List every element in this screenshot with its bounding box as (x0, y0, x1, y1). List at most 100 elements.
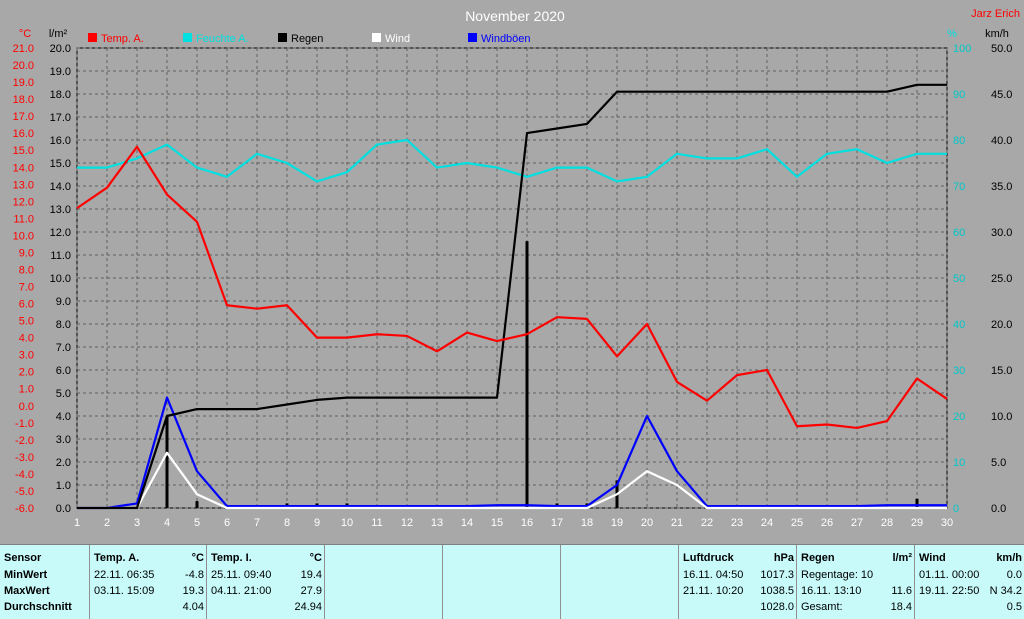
stats-col-temp-a: Temp. A. °C 22.11. 06:35 -4.8 03.11. 15:09… (89, 545, 206, 619)
temp-tick-16: 10.0 (13, 230, 34, 242)
chart-title: November 2020 (465, 8, 565, 24)
chart-author: Jarz Erich (971, 8, 1020, 20)
rain-tick-13: 13.0 (50, 204, 71, 216)
rain-tick-1: 1.0 (56, 480, 71, 492)
wind-axis-label: km/h (985, 28, 1009, 40)
humidity-tick-3: 30 (953, 365, 965, 377)
rain-tick-10: 10.0 (50, 273, 71, 285)
stats-col-rain: Regen l/m² Regentage: 10 16.11. 13:10 11.6… (796, 545, 914, 619)
wind-tick-10: 50.0 (991, 43, 1012, 55)
x-axis: 1 2 3 4 5 6 7 8 9 10 11 12 13 14 15 16 17 18 19 20 21 22 23 24 2… (74, 517, 953, 529)
x-tick-2: 3 (134, 517, 140, 529)
rain-tick-3: 3.0 (56, 434, 71, 446)
x-tick-18: 19 (611, 517, 623, 529)
humidity-tick-0: 0 (953, 503, 959, 515)
x-tick-16: 17 (551, 517, 563, 529)
x-tick-14: 15 (491, 517, 503, 529)
humidity-tick-6: 60 (953, 227, 965, 239)
x-tick-3: 4 (164, 517, 170, 529)
legend-swatch-feuchte-a (183, 33, 192, 42)
x-tick-10: 11 (371, 517, 382, 529)
wind-tick-5: 25.0 (991, 273, 1012, 285)
stats-col-empty-2 (442, 545, 560, 619)
humidity-tick-10: 100 (953, 43, 971, 55)
temp-i-min-time: 25.11. 09:40 (211, 569, 272, 581)
series-windb-en-line (77, 396, 947, 510)
humidity-tick-5: 50 (953, 273, 965, 285)
temp-tick-15: 9.0 (19, 247, 34, 259)
x-tick-20: 21 (671, 517, 683, 529)
x-tick-29: 30 (941, 517, 953, 529)
legend-label-wind: Wind (385, 33, 410, 45)
temp-tick-1: -5.0 (15, 486, 34, 498)
pressure-min-val: 1017.3 (760, 569, 794, 581)
statistics-table: Sensor MinWert MaxWert Durchschnitt Temp… (0, 544, 1024, 619)
rain-tick-0: 0.0 (56, 503, 71, 515)
stats-col-pressure: Luftdruck hPa 16.11. 04:50 1017.3 21.11. 1… (678, 545, 796, 619)
rain-bar-day-4 (165, 416, 169, 508)
x-tick-0: 1 (74, 517, 80, 529)
stats-col-empty-1 (324, 545, 442, 619)
x-tick-1: 2 (104, 517, 110, 529)
rain-bar-day-5 (195, 501, 199, 508)
legend-label-windb-en: Windböen (481, 33, 531, 45)
pressure-unit: hPa (773, 552, 794, 564)
rain-tick-15: 15.0 (50, 158, 71, 170)
x-tick-23: 24 (761, 517, 773, 529)
x-tick-24: 25 (791, 517, 803, 529)
pressure-header: Luftdruck (683, 552, 734, 564)
rain-axis: 0.0 1.0 2.0 3.0 4.0 5.0 6.0 7.0 8.0 9.0 10.0 11.0 12… (50, 43, 71, 515)
temp-tick-5: -1.0 (15, 418, 34, 430)
rain-tick-7: 7.0 (56, 342, 71, 354)
wind-max-time: 19.11. 22:50 (919, 585, 980, 597)
x-tick-27: 28 (881, 517, 893, 529)
pressure-max-val: 1038.5 (760, 585, 794, 597)
minwert-label: MinWert (4, 569, 48, 581)
temp-tick-10: 4.0 (19, 333, 34, 345)
temp-tick-3: -3.0 (15, 452, 34, 464)
temp-tick-13: 7.0 (19, 282, 34, 294)
rain-unit: l/m² (892, 552, 912, 564)
rain-tick-5: 5.0 (56, 388, 71, 400)
legend-swatch-regen (278, 33, 287, 42)
rain-total-val: 18.4 (890, 601, 912, 613)
x-tick-6: 7 (254, 517, 260, 529)
humidity-axis: 0 10 20 30 40 50 60 70 80 90 100 (953, 43, 971, 515)
humidity-tick-2: 20 (953, 411, 965, 423)
rain-tick-9: 9.0 (56, 296, 71, 308)
humidity-tick-8: 80 (953, 135, 965, 147)
stats-col-wind: Wind km/h 01.11. 00:00 0.0 19.11. 22:50 N 3… (914, 545, 1024, 619)
x-tick-28: 29 (911, 517, 923, 529)
rain-tick-16: 16.0 (50, 135, 71, 147)
temp-tick-27: 21.0 (13, 43, 34, 55)
rain-tick-8: 8.0 (56, 319, 71, 331)
x-tick-19: 20 (641, 517, 653, 529)
rain-tick-12: 12.0 (50, 227, 71, 239)
temp-tick-14: 8.0 (19, 264, 34, 276)
x-tick-9: 10 (341, 517, 353, 529)
x-tick-8: 9 (314, 517, 320, 529)
humidity-tick-4: 40 (953, 319, 965, 331)
x-tick-26: 27 (851, 517, 863, 529)
stats-col-temp-i: Temp. I. °C 25.11. 09:40 19.4 04.11. 21:00… (206, 545, 324, 619)
maxwert-label: MaxWert (4, 585, 50, 597)
temp-tick-11: 5.0 (19, 316, 34, 328)
temp-tick-25: 19.0 (13, 77, 34, 89)
x-tick-11: 12 (401, 517, 413, 529)
pressure-min-time: 16.11. 04:50 (683, 569, 744, 581)
legend: Temp. A. Feuchte A. Regen Wind Windböen (88, 33, 531, 45)
x-tick-12: 13 (431, 517, 443, 529)
temp-tick-24: 18.0 (13, 94, 34, 106)
temp-i-min-val: 19.4 (300, 569, 322, 581)
rain-axis-label: l/m² (49, 28, 68, 40)
rain-tick-18: 18.0 (50, 89, 71, 101)
pressure-max-time: 21.11. 10:20 (683, 585, 744, 597)
wind-min-time: 01.11. 00:00 (919, 569, 980, 581)
rain-tick-14: 14.0 (50, 181, 71, 193)
wind-tick-4: 20.0 (991, 319, 1012, 331)
wind-max-val: N 34.2 (989, 585, 1022, 597)
temp-tick-7: 1.0 (19, 384, 34, 396)
stats-col-sensor: Sensor MinWert MaxWert Durchschnitt (0, 545, 89, 619)
temp-tick-8: 2.0 (19, 367, 34, 379)
wind-header: Wind (919, 552, 946, 564)
